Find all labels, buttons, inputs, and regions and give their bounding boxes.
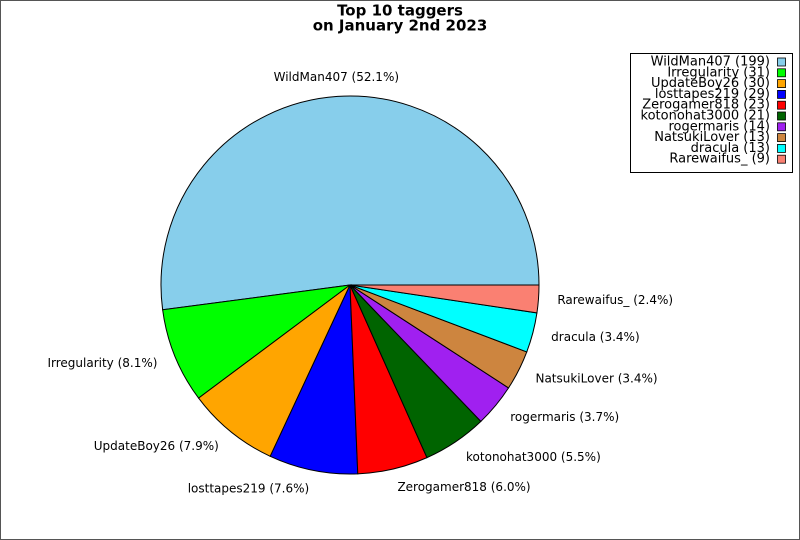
legend-label: losttapes219 (29) — [655, 87, 770, 102]
legend-swatch — [777, 122, 786, 132]
legend-swatch — [777, 154, 786, 164]
legend-label: UpdateBoy26 (30) — [651, 76, 770, 91]
legend-swatch — [777, 143, 786, 153]
pie-slice — [160, 95, 540, 311]
slice-label: rogermaris (3.7%) — [510, 410, 619, 424]
legend-label: dracula (13) — [691, 141, 770, 156]
legend-swatch — [777, 79, 786, 88]
slice-label: dracula (3.4%) — [551, 330, 639, 344]
slice-label: NatsukiLover (3.4%) — [535, 371, 657, 385]
legend-box — [630, 53, 793, 173]
chart-title: Top 10 taggers — [337, 2, 463, 20]
legend-label: kotonohat3000 (21) — [641, 109, 770, 124]
legend-label: WildMan407 (199) — [651, 55, 770, 70]
legend-swatch — [777, 90, 786, 99]
legend-swatch — [777, 100, 786, 110]
legend-label: Irregularity (31) — [667, 65, 770, 80]
slice-label: Zerogamer818 (6.0%) — [397, 480, 530, 494]
chart-title: on January 2nd 2023 — [313, 17, 488, 35]
pie-slice — [197, 284, 351, 457]
legend-label: Rarewaifus_ (9) — [669, 152, 770, 167]
slice-label: Rarewaifus_ (2.4%) — [557, 293, 673, 307]
legend-label: rogermaris (14) — [668, 119, 770, 134]
legend-label: Zerogamer818 (23) — [642, 98, 770, 113]
legend-swatch — [777, 133, 786, 143]
pie-slice — [162, 284, 352, 399]
legend-swatch — [777, 57, 786, 67]
pie-slice — [349, 284, 540, 314]
slice-label: UpdateBoy26 (7.9%) — [94, 439, 219, 453]
legend-swatch — [777, 68, 786, 78]
legend-label: NatsukiLover (13) — [654, 130, 770, 145]
slice-label: kotonohat3000 (5.5%) — [466, 450, 601, 464]
slice-label: losttapes219 (7.6%) — [188, 481, 310, 495]
slice-label: WildMan407 (52.1%) — [274, 70, 399, 84]
slice-label: Irregularity (8.1%) — [47, 356, 157, 370]
legend-swatch — [777, 111, 786, 121]
